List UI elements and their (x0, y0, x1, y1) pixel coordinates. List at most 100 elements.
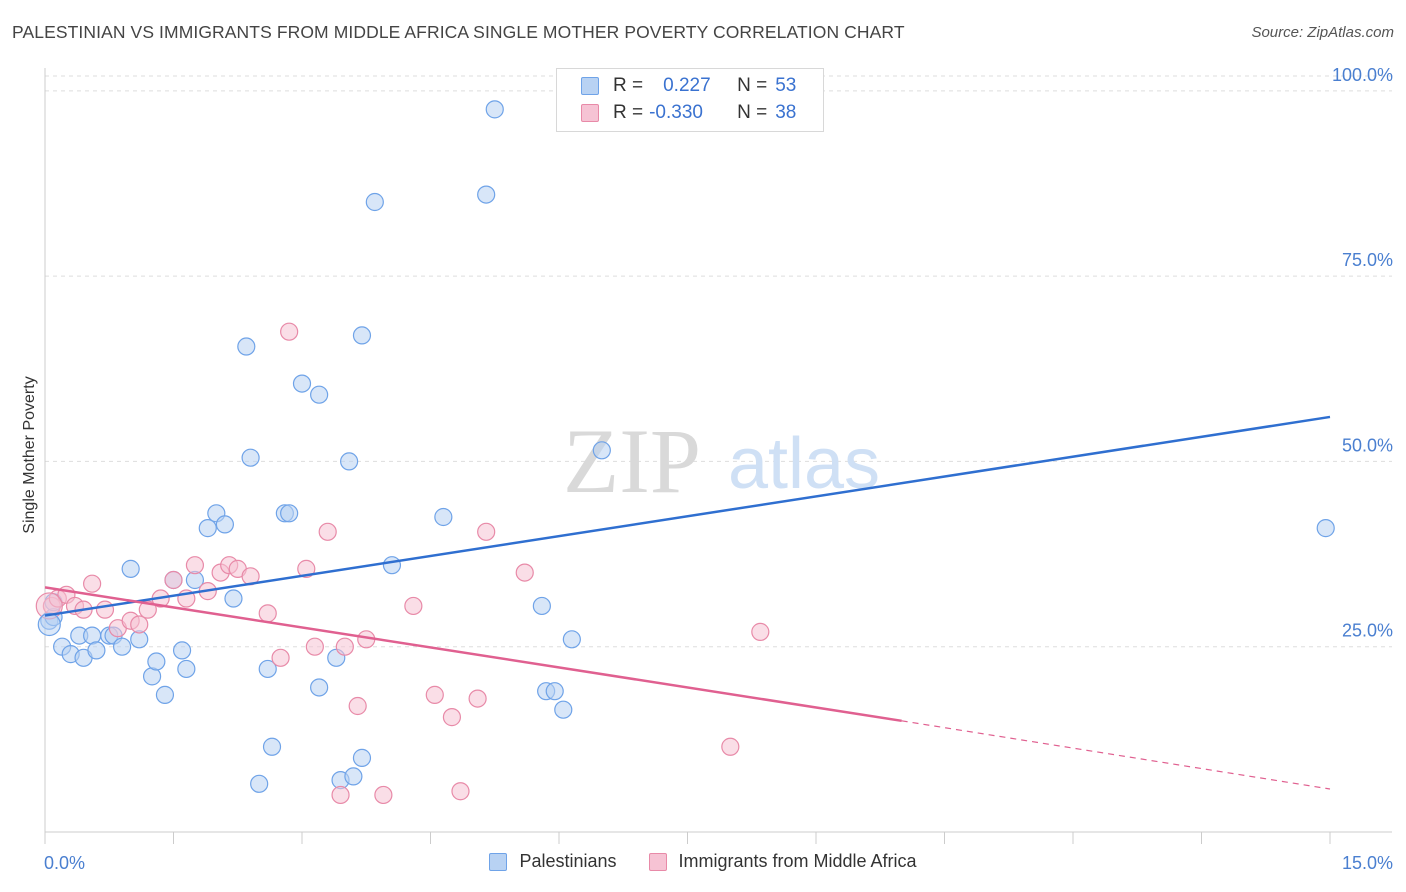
data-point-palestinians (172, 641, 192, 660)
legend-n-label: N = (737, 75, 768, 96)
data-point-immigrants (374, 785, 393, 805)
data-point-immigrants (335, 637, 354, 656)
data-point-immigrants (130, 615, 149, 634)
legend-label: Palestinians (519, 851, 617, 871)
y-tick-label: 25.0% (1342, 621, 1393, 641)
trend-line-palestinians (44, 415, 1331, 617)
data-point-palestinians (262, 737, 282, 756)
data-point-immigrants (348, 696, 367, 716)
trend-lines (44, 415, 1331, 790)
data-point-immigrants (425, 685, 444, 704)
data-point-immigrants (442, 708, 462, 727)
data-point-palestinians (477, 185, 496, 204)
legend-swatch-blue (489, 852, 508, 871)
data-point-immigrants (515, 563, 534, 582)
legend-r-value: -0.330 (649, 102, 703, 123)
data-point-palestinians (224, 589, 243, 608)
legend-swatch-pink (581, 104, 599, 122)
data-point-immigrants (164, 570, 183, 590)
chart-title: PALESTINIAN VS IMMIGRANTS FROM MIDDLE AF… (12, 22, 905, 42)
stats-legend: R = 0.227 N = 53 R = -0.330 N = 38 (556, 68, 824, 132)
y-tick-label: 50.0% (1342, 435, 1393, 455)
data-point-immigrants (297, 559, 316, 578)
data-point-palestinians (237, 337, 256, 356)
data-point-palestinians (340, 452, 359, 471)
data-point-immigrants (477, 522, 496, 541)
y-tick-label: 100.0% (1332, 65, 1393, 85)
data-point-palestinians (352, 326, 372, 345)
y-axis-label: Single Mother Poverty (21, 376, 38, 533)
data-point-immigrants (271, 648, 290, 667)
tick-labels: 25.0% 50.0% 75.0% 100.0% 0.0% 15.0% (44, 65, 1393, 873)
data-point-immigrants (451, 782, 470, 801)
data-point-palestinians (352, 748, 372, 767)
data-point-palestinians (1316, 519, 1335, 538)
data-point-palestinians (292, 374, 312, 393)
data-point-immigrants (83, 574, 102, 593)
legend-r-label: R = (613, 102, 644, 123)
data-point-immigrants (258, 604, 277, 623)
data-point-immigrants (305, 637, 324, 656)
data-point-palestinians (532, 596, 551, 616)
y-tick-label: 75.0% (1342, 250, 1393, 270)
data-point-immigrants (95, 600, 115, 619)
data-point-immigrants (280, 322, 299, 341)
legend-item-palestinians: Palestinians (489, 851, 617, 872)
legend-n-value: 38 (775, 102, 797, 123)
data-point-palestinians (562, 630, 581, 649)
trend-line-immigrants (44, 586, 902, 723)
legend-r-value: 0.227 (663, 75, 711, 96)
data-point-palestinians (121, 559, 140, 578)
data-point-palestinians (215, 515, 234, 534)
data-point-palestinians (485, 100, 504, 119)
data-point-palestinians (177, 659, 196, 679)
axes (44, 68, 1392, 844)
watermark-atlas: atlas (728, 424, 880, 504)
trend-line-immigrants-extension (901, 720, 1331, 790)
legend-label: Immigrants from Middle Africa (678, 851, 917, 871)
data-point-palestinians (344, 767, 363, 786)
data-point-palestinians (112, 637, 132, 656)
watermark-zip: ZIP (563, 410, 701, 512)
data-point-immigrants (331, 785, 350, 805)
data-point-immigrants (138, 600, 157, 619)
data-point-palestinians (310, 678, 329, 697)
data-point-palestinians (258, 659, 277, 679)
data-point-immigrants (318, 522, 337, 541)
data-point-palestinians (280, 504, 299, 523)
data-point-immigrants (404, 596, 423, 616)
data-point-immigrants (751, 622, 770, 641)
data-point-palestinians (198, 519, 217, 538)
legend-n-label: N = (737, 102, 768, 123)
data-point-palestinians (241, 448, 260, 467)
data-point-palestinians (434, 507, 453, 527)
x-tick-label-end: 15.0% (1342, 853, 1393, 873)
data-point-palestinians (87, 641, 106, 660)
legend-swatch-blue (581, 77, 599, 95)
data-points (35, 100, 1335, 805)
data-point-palestinians (382, 556, 402, 575)
data-point-immigrants (721, 737, 740, 756)
grid-lines (45, 75, 1392, 648)
data-point-palestinians (155, 685, 175, 704)
legend-row-palestinians: R = 0.227 N = 53 (581, 73, 796, 99)
data-point-palestinians (545, 682, 564, 701)
x-tick-label-start: 0.0% (44, 853, 85, 873)
data-point-palestinians (250, 774, 269, 793)
legend-item-immigrants: Immigrants from Middle Africa (648, 851, 917, 872)
series-legend: Palestinians Immigrants from Middle Afri… (0, 851, 1406, 872)
legend-r-label: R = (613, 75, 644, 96)
data-point-immigrants (468, 689, 487, 708)
data-point-palestinians (147, 652, 166, 671)
legend-n-value: 53 (775, 75, 797, 96)
data-point-palestinians (365, 192, 384, 212)
data-point-palestinians (554, 700, 573, 719)
data-point-immigrants (185, 556, 205, 575)
data-point-palestinians (310, 385, 329, 404)
legend-row-immigrants: R = -0.330 N = 38 (581, 100, 796, 126)
data-point-palestinians (592, 441, 611, 460)
source-label: Source: ZipAtlas.com (1251, 24, 1394, 41)
legend-swatch-pink (648, 852, 667, 871)
data-point-cluster (37, 612, 61, 637)
